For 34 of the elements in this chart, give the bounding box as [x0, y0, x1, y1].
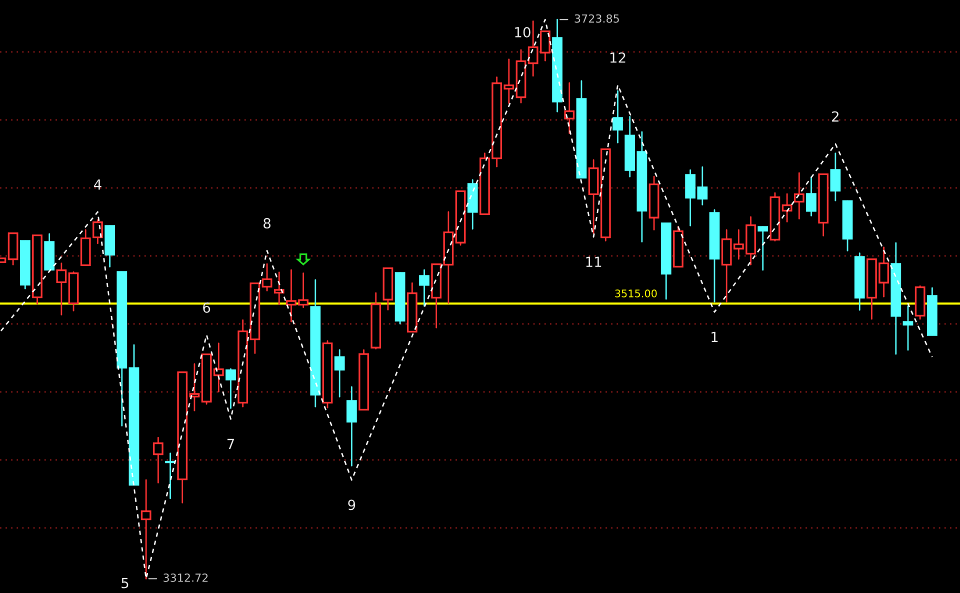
candlestick — [274, 272, 284, 305]
candlestick — [152, 436, 164, 484]
candlestick — [830, 152, 841, 202]
annotation: 12 — [610, 52, 626, 63]
candlestick — [794, 172, 804, 220]
annotation: 10 — [515, 27, 530, 38]
annotation: 8 — [264, 218, 270, 229]
candlestick — [564, 82, 575, 134]
candlestick — [226, 368, 236, 409]
annotation: 3312.72 — [164, 574, 208, 582]
candlestick — [758, 226, 768, 271]
candlestick — [612, 90, 623, 144]
candlestick — [346, 386, 357, 466]
annotation: 1 — [712, 332, 718, 342]
annotation: 4 — [94, 179, 102, 190]
candlestick — [334, 349, 345, 398]
candlestick — [165, 452, 176, 500]
candlestick — [782, 193, 792, 222]
candlestick — [806, 176, 816, 216]
ref-line-label: 3515.00 — [615, 290, 657, 298]
annotation: 5 — [122, 578, 128, 588]
annotation: 6 — [203, 302, 210, 313]
annotation: 9 — [348, 500, 356, 510]
candlestick — [262, 263, 272, 292]
candlestick — [419, 269, 430, 307]
annotation: 3723.85 — [574, 14, 619, 23]
candlestick — [902, 305, 914, 351]
candlestick — [140, 479, 152, 580]
annotation: 11 — [586, 256, 602, 267]
annotation: 7 — [227, 438, 234, 450]
candlestick — [213, 342, 224, 392]
candlestick — [56, 262, 67, 316]
annotation: 2 — [832, 111, 838, 122]
candlestick — [189, 363, 200, 412]
